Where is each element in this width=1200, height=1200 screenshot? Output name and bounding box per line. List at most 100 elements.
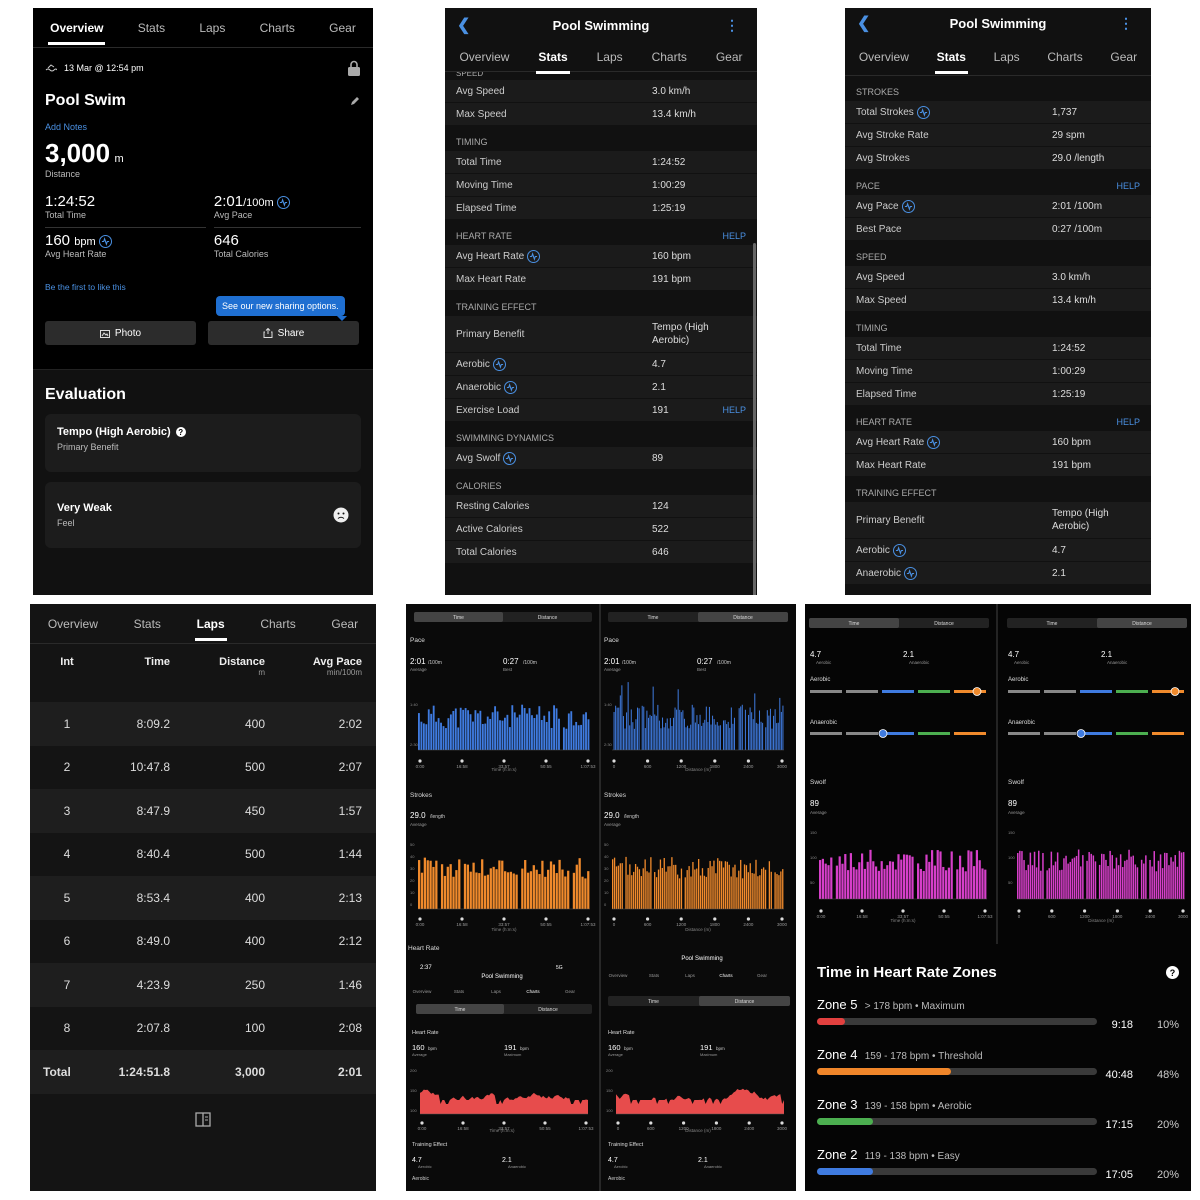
tick-dot bbox=[646, 759, 650, 763]
back-chevron-icon[interactable]: ❮ bbox=[857, 15, 871, 32]
tab-stats[interactable]: Stats bbox=[133, 616, 161, 631]
help-icon[interactable]: ? bbox=[175, 427, 186, 437]
tab-charts[interactable]: Charts bbox=[1047, 49, 1083, 64]
table-row[interactable]: 8 2:07.8 100 2:08 bbox=[30, 1006, 376, 1050]
y-tick-label: 200 bbox=[606, 1068, 613, 1073]
table-row[interactable]: 1 8:09.2 400 2:02 bbox=[30, 702, 376, 746]
chart-bar bbox=[489, 868, 492, 909]
scrollbar[interactable] bbox=[753, 243, 756, 595]
pace-title: Pace bbox=[604, 637, 619, 644]
table-row[interactable]: 7 4:23.9 250 1:46 bbox=[30, 963, 376, 1007]
chart-bar bbox=[947, 867, 950, 899]
add-notes-link[interactable]: Add Notes bbox=[45, 122, 88, 132]
chart-bar bbox=[634, 863, 637, 909]
tick-label: 600 bbox=[644, 764, 652, 769]
help-link[interactable]: HELP bbox=[1116, 181, 1140, 191]
chart-bar bbox=[584, 878, 587, 909]
stat-value: 89 bbox=[652, 452, 664, 464]
tab-gear[interactable]: Gear bbox=[1110, 49, 1138, 64]
help-icon[interactable]: ? bbox=[1166, 966, 1179, 979]
tick-label: 1200 bbox=[679, 1126, 690, 1131]
section-header: SPEED bbox=[845, 241, 1151, 266]
effect-scale-segment bbox=[1152, 690, 1184, 693]
laps-total-row[interactable]: Total 1:24:51.8 3,000 2:01 bbox=[30, 1050, 376, 1094]
table-row[interactable]: 3 8:47.9 450 1:57 bbox=[30, 789, 376, 833]
tab-gear[interactable]: Gear bbox=[331, 616, 359, 631]
tab-overview[interactable]: Overview bbox=[46, 11, 107, 45]
tab-stats[interactable]: Stats bbox=[534, 40, 571, 74]
chart-bar bbox=[1180, 852, 1183, 899]
stat-label: Total Time bbox=[856, 342, 902, 354]
cell-int: 5 bbox=[63, 890, 71, 905]
stat-value: Tempo (High Aerobic) bbox=[1052, 508, 1109, 532]
tab-gear[interactable]: Gear bbox=[329, 20, 356, 35]
chart-bar bbox=[1048, 868, 1050, 899]
stat-row: Total Time 1:24:52 bbox=[845, 337, 1151, 360]
more-menu-icon[interactable]: ⋮ bbox=[725, 16, 739, 33]
like-link[interactable]: Be the first to like this bbox=[45, 282, 126, 292]
lock-icon[interactable] bbox=[347, 60, 361, 76]
stat-value: 4.7 bbox=[652, 358, 666, 370]
stat-row: Resting Calories 124 bbox=[445, 495, 757, 518]
chart-bar bbox=[1182, 852, 1185, 899]
verified-badge-icon[interactable] bbox=[503, 451, 517, 465]
tab-stats[interactable]: Stats bbox=[933, 40, 970, 74]
aerobic-title: Aerobic bbox=[1008, 677, 1028, 683]
chart-bar bbox=[469, 714, 472, 750]
chart-bar bbox=[513, 712, 516, 750]
verified-badge-icon[interactable] bbox=[927, 435, 941, 449]
help-link[interactable]: HELP bbox=[1116, 417, 1140, 427]
table-row[interactable]: 4 8:40.4 500 1:44 bbox=[30, 832, 376, 876]
tab-laps[interactable]: Laps bbox=[596, 49, 623, 64]
verified-badge-icon[interactable] bbox=[892, 543, 906, 557]
calories-label: Total Calories bbox=[213, 249, 269, 259]
col-time: Time bbox=[144, 656, 170, 668]
tab-charts[interactable]: Charts bbox=[651, 49, 687, 64]
cell-pace: 2:07 bbox=[338, 760, 362, 775]
tab-charts[interactable]: Charts bbox=[260, 616, 296, 631]
table-row[interactable]: 6 8:49.0 400 2:12 bbox=[30, 919, 376, 963]
verified-badge-icon[interactable] bbox=[504, 380, 518, 394]
verified-badge-icon[interactable] bbox=[276, 195, 290, 209]
evaluation-card-benefit[interactable]: Tempo (High Aerobic)? Primary Benefit bbox=[45, 414, 361, 472]
table-row[interactable]: 2 10:47.8 500 2:07 bbox=[30, 745, 376, 789]
tick-dot bbox=[460, 759, 464, 763]
tab-laps[interactable]: Laps bbox=[993, 49, 1020, 64]
tab-laps[interactable]: Laps bbox=[193, 607, 229, 641]
stat-row: Aerobic 4.7 bbox=[845, 539, 1151, 562]
tab-stats[interactable]: Stats bbox=[137, 20, 166, 35]
hr-area bbox=[616, 1088, 784, 1114]
sharing-tooltip[interactable]: See our new sharing options. bbox=[216, 296, 345, 316]
verified-badge-icon[interactable] bbox=[901, 199, 915, 213]
stat-value: 1:24:52 bbox=[1052, 342, 1086, 354]
tab-gear[interactable]: Gear bbox=[715, 49, 743, 64]
tab-overview[interactable]: Overview bbox=[47, 616, 98, 631]
evaluation-card-feel[interactable]: Very Weak Feel bbox=[45, 482, 361, 548]
tab-charts[interactable]: Charts bbox=[259, 20, 295, 35]
tooltip-arrow bbox=[337, 316, 347, 321]
verified-badge-icon[interactable] bbox=[527, 249, 541, 263]
help-link[interactable]: HELP bbox=[722, 405, 746, 415]
verified-badge-icon[interactable] bbox=[904, 566, 918, 580]
stat-label: Max Speed bbox=[856, 294, 907, 306]
tab-overview[interactable]: Overview bbox=[459, 49, 510, 64]
more-menu-icon[interactable]: ⋮ bbox=[1119, 14, 1133, 31]
tick-dot bbox=[780, 1121, 784, 1125]
back-chevron-icon[interactable]: ❮ bbox=[457, 17, 471, 34]
verified-badge-icon[interactable] bbox=[492, 357, 506, 371]
compare-icon[interactable] bbox=[30, 1111, 376, 1132]
edit-pencil-icon[interactable] bbox=[349, 95, 361, 107]
table-row[interactable]: 5 8:53.4 400 2:13 bbox=[30, 876, 376, 920]
verified-badge-icon[interactable] bbox=[916, 105, 930, 119]
chart-bar bbox=[654, 872, 656, 909]
help-link[interactable]: HELP bbox=[722, 231, 746, 241]
tick-dot bbox=[780, 917, 784, 921]
stat-row: Total Strokes 1,737 bbox=[845, 101, 1151, 124]
tab-laps[interactable]: Laps bbox=[199, 20, 226, 35]
total-time-value: 1:24:52 bbox=[45, 193, 96, 210]
share-button[interactable]: Share bbox=[208, 321, 359, 345]
nested-tab: Gear bbox=[757, 973, 768, 978]
verified-badge-icon[interactable] bbox=[98, 234, 112, 248]
tab-overview[interactable]: Overview bbox=[858, 49, 909, 64]
photo-button[interactable]: Photo bbox=[45, 321, 196, 345]
